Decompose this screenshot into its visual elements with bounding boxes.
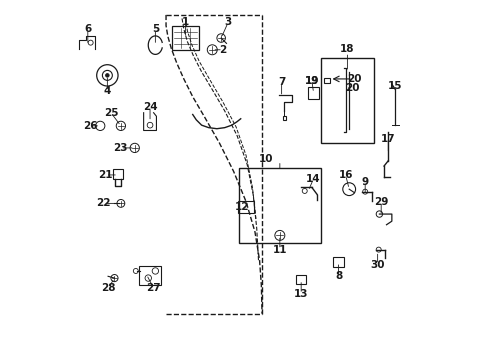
Bar <box>172 26 198 50</box>
Text: 20: 20 <box>347 74 361 84</box>
Bar <box>139 266 160 285</box>
Text: 9: 9 <box>361 177 368 187</box>
Text: 19: 19 <box>304 76 318 86</box>
Text: 4: 4 <box>104 86 111 96</box>
Text: 27: 27 <box>146 283 161 293</box>
Text: 19: 19 <box>304 76 318 86</box>
Text: 24: 24 <box>142 102 157 112</box>
Text: 28: 28 <box>101 283 116 293</box>
Text: 11: 11 <box>272 245 287 255</box>
Text: 21: 21 <box>98 170 113 180</box>
Bar <box>112 169 123 178</box>
Text: 25: 25 <box>104 108 118 118</box>
Text: 12: 12 <box>235 202 249 212</box>
Bar <box>296 275 305 285</box>
Text: 8: 8 <box>334 271 341 281</box>
Text: 13: 13 <box>293 289 308 299</box>
Text: 10: 10 <box>258 154 272 164</box>
Text: 7: 7 <box>277 77 285 87</box>
Bar <box>239 168 320 242</box>
Bar <box>333 257 343 267</box>
Text: 14: 14 <box>306 174 320 183</box>
Text: 15: 15 <box>387 81 402 91</box>
Text: 26: 26 <box>83 121 98 131</box>
Text: 16: 16 <box>338 170 352 180</box>
Text: 30: 30 <box>370 260 384 270</box>
Bar <box>324 78 329 83</box>
Bar <box>282 116 286 120</box>
Text: 18: 18 <box>339 44 354 54</box>
Bar <box>238 201 253 213</box>
Text: 1: 1 <box>182 17 189 27</box>
Bar <box>320 57 373 143</box>
Text: 2: 2 <box>219 45 226 55</box>
Text: 3: 3 <box>224 17 231 27</box>
Text: 20: 20 <box>345 83 359 93</box>
Bar <box>307 87 318 99</box>
Text: 6: 6 <box>84 24 91 34</box>
Text: 29: 29 <box>373 197 388 207</box>
Text: 23: 23 <box>113 143 127 153</box>
Text: 5: 5 <box>151 24 159 34</box>
Text: 17: 17 <box>380 134 395 144</box>
Circle shape <box>106 74 109 77</box>
Text: 22: 22 <box>96 198 111 208</box>
